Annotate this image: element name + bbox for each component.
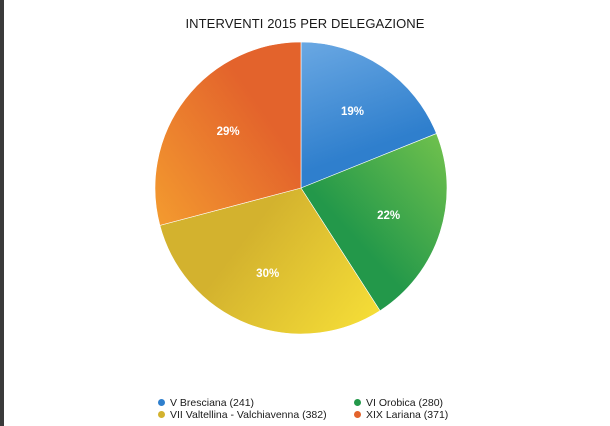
- legend-swatch: [354, 399, 361, 406]
- window-edge: [0, 0, 4, 426]
- slice-label-bresciana: 19%: [341, 106, 364, 118]
- legend-swatch: [158, 399, 165, 406]
- legend-item-lariana: XIX Lariana (371): [354, 409, 448, 421]
- legend-swatch: [158, 411, 165, 418]
- chart-title: INTERVENTI 2015 PER DELEGAZIONE: [185, 16, 425, 31]
- legend-item-valtellina: VII Valtellina - Valchiavenna (382): [158, 409, 327, 421]
- pie-slice-bresciana: [300, 41, 437, 189]
- legend-item-bresciana: V Bresciana (241): [158, 397, 254, 409]
- legend-label: VII Valtellina - Valchiavenna (382): [170, 409, 327, 421]
- pie-slice-valtellina: [159, 187, 381, 335]
- legend-label: VI Orobica (280): [366, 397, 444, 409]
- slice-label-orobica: 22%: [377, 210, 400, 222]
- legend-label: XIX Lariana (371): [366, 409, 449, 421]
- pie-slice-orobica: [300, 133, 448, 312]
- legend-swatch: [354, 411, 361, 418]
- slice-label-lariana: 29%: [217, 126, 240, 138]
- pie-slices: [154, 41, 448, 335]
- pie-slice-lariana: [154, 41, 302, 226]
- legend-item-orobica: VI Orobica (280): [354, 397, 443, 409]
- slice-label-valtellina: 30%: [256, 268, 279, 280]
- pie-labels: 19% 22% 30% 29%: [217, 106, 401, 280]
- legend-label: V Bresciana (241): [170, 397, 255, 409]
- legend: V Bresciana (241) VI Orobica (280) VII V…: [158, 397, 458, 425]
